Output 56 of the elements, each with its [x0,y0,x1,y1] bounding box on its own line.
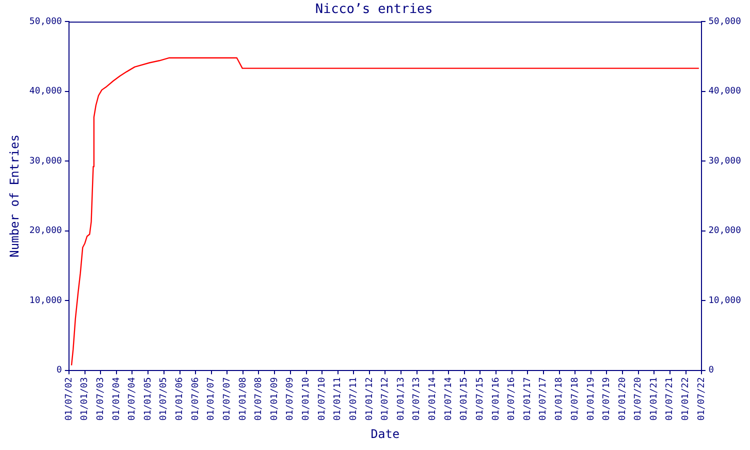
x-tick-label: 01/07/19 [602,377,612,421]
x-tick-label: 01/01/11 [333,377,344,421]
x-tick-label: 01/07/05 [159,377,170,421]
x-tick-label: 01/01/12 [364,377,375,421]
x-tick-label: 01/01/17 [523,377,534,421]
x-tick-label: 01/07/08 [254,377,264,421]
chart-title: Nicco’s entries [315,2,433,18]
y2-tick-label: 30,000 [708,156,742,166]
x-tick-label: 01/01/06 [175,377,186,421]
y2-tick-label: 10,000 [708,296,742,306]
x-tick-label: 01/07/06 [190,377,201,421]
x-tick-label: 01/01/08 [238,377,248,421]
x-tick-label: 01/07/16 [507,377,518,421]
x-tick-label: 01/01/20 [618,377,628,421]
y-axis-title: Number of Entries [7,134,22,258]
x-tick-label: 01/01/15 [460,377,470,421]
x-tick-label: 01/01/18 [554,377,565,421]
y-tick-label: 30,000 [29,156,62,166]
x-tick-label: 01/07/11 [348,377,359,421]
x-tick-label: 01/01/16 [491,377,502,421]
y2-tick-label: 40,000 [708,86,742,97]
x-tick-label: 01/07/15 [475,377,486,421]
y2-tick-label: 0 [708,366,714,376]
x-tick-label: 01/01/03 [80,377,90,421]
x-tick-label: 01/07/02 [64,377,74,421]
x-tick-label: 01/07/04 [128,377,138,421]
x-tick-label: 01/07/14 [444,377,454,421]
x-axis-title: Date [370,426,400,441]
y2-tick-label: 20,000 [708,226,742,236]
x-tick-label: 01/07/22 [696,377,707,421]
x-tick-label: 01/01/05 [143,377,154,421]
x-tick-label: 01/01/10 [302,377,312,421]
y-tick-label: 0 [56,366,62,376]
x-tick-label: 01/01/09 [270,377,280,421]
x-tick-label: 01/07/17 [538,377,549,421]
y-tick-label: 20,000 [29,226,62,236]
x-tick-label: 01/01/19 [586,377,596,421]
x-tick-label: 01/01/22 [681,377,692,421]
x-tick-label: 01/07/18 [570,377,580,421]
x-tick-label: 01/01/14 [428,377,438,421]
y-tick-label: 40,000 [29,86,62,97]
x-tick-label: 01/07/03 [96,377,106,421]
x-tick-label: 01/07/12 [380,377,391,421]
x-tick-label: 01/07/21 [665,377,676,421]
x-tick-label: 01/07/07 [222,377,232,421]
x-tick-label: 01/01/04 [112,377,122,421]
x-tick-label: 01/07/09 [286,377,296,421]
x-tick-label: 01/07/20 [634,377,644,421]
x-tick-label: 01/01/21 [650,377,660,421]
x-tick-label: 01/07/13 [412,377,422,421]
x-tick-label: 01/01/13 [396,377,407,421]
y-tick-label: 50,000 [29,16,62,27]
x-tick-label: 01/01/07 [206,377,217,421]
y-tick-label: 10,000 [29,296,62,306]
x-tick-label: 01/07/10 [317,377,328,421]
y2-tick-label: 50,000 [708,16,742,27]
